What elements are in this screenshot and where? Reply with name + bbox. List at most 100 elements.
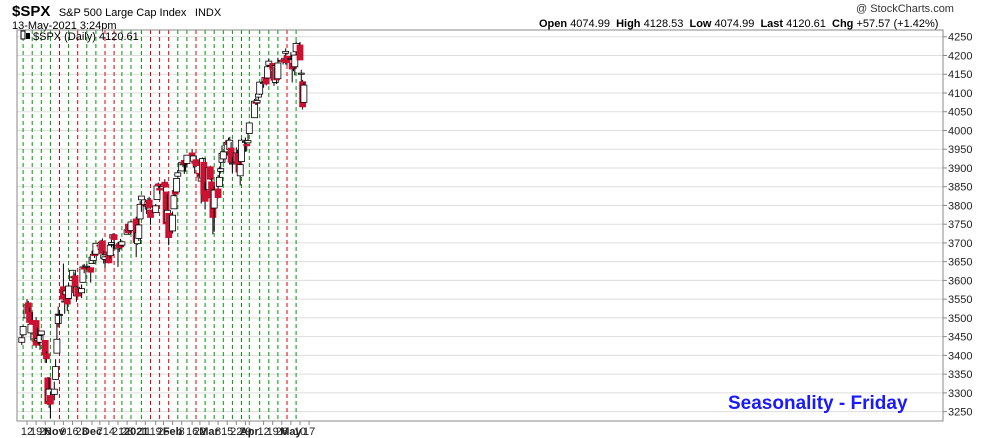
candle-body xyxy=(118,241,126,246)
x-tick-label: 9 xyxy=(60,426,66,438)
chart-header: $SPX S&P 500 Large Cap Index INDX xyxy=(12,3,221,21)
candle xyxy=(243,142,251,152)
y-tick-label: 3700 xyxy=(948,238,972,250)
candle-body xyxy=(18,337,26,343)
candle xyxy=(54,306,62,328)
x-tick-label: 19 xyxy=(150,426,162,438)
change-label: Chg xyxy=(832,18,854,30)
y-tick-label: 3900 xyxy=(948,163,972,175)
candle-body xyxy=(83,265,91,268)
candle-body xyxy=(91,254,98,257)
y-tick-label: 4100 xyxy=(948,88,972,100)
candle-body xyxy=(87,267,95,273)
x-tick-label: Dec xyxy=(82,426,102,438)
high-value: 4128.53 xyxy=(643,18,684,30)
x-tick-label: May xyxy=(280,426,302,438)
y-tick-label: 3800 xyxy=(948,200,972,212)
candle-body xyxy=(65,285,72,299)
open-value: 4074.99 xyxy=(570,18,610,30)
candle xyxy=(152,203,160,213)
legend-swatch xyxy=(20,30,26,40)
y-tick-label: 3250 xyxy=(948,407,972,419)
y-tick-label: 3950 xyxy=(948,144,972,156)
candle xyxy=(37,330,45,341)
candle-body xyxy=(43,353,50,360)
x-tick-label: 8 xyxy=(179,426,185,438)
y-tick-label: 3850 xyxy=(948,182,972,194)
y-tick-label: 3450 xyxy=(948,332,972,344)
candle-body xyxy=(201,190,209,202)
x-tick-label: 22 xyxy=(230,426,242,438)
plot-frame xyxy=(16,29,944,422)
candle-body xyxy=(24,302,32,314)
legend-label: $SPX (Daily) 4120.61 xyxy=(33,31,139,43)
candle-body xyxy=(300,84,308,103)
y-tick-label: 3300 xyxy=(948,388,972,400)
candle xyxy=(201,182,209,210)
low-label: Low xyxy=(689,18,712,30)
copyright: @ StockCharts.com xyxy=(856,3,954,15)
candle xyxy=(19,325,27,337)
seasonality-annotation: Seasonality - Friday xyxy=(728,393,908,414)
candle xyxy=(136,201,144,220)
y-tick-label: 4050 xyxy=(948,107,972,119)
legend: $SPX (Daily) 4120.61 xyxy=(20,30,139,43)
candle xyxy=(217,161,225,174)
y-tick-label: 3400 xyxy=(948,350,972,362)
x-tick-label: 2021 xyxy=(124,426,148,438)
x-tick-label: 16 xyxy=(186,426,198,438)
candle xyxy=(52,359,59,380)
candle-body xyxy=(238,139,245,162)
friday-marker-layer xyxy=(22,30,297,421)
candle xyxy=(47,391,54,419)
candle-body xyxy=(50,388,58,395)
candle-body xyxy=(188,152,196,156)
date-time: 13-May-2021 3:24pm xyxy=(12,20,117,32)
candle-body xyxy=(78,288,85,294)
x-tick-label: 11 xyxy=(140,426,151,438)
candle-body xyxy=(217,168,225,172)
x-tick-label: 26 xyxy=(276,426,288,438)
candle xyxy=(161,179,169,188)
candle xyxy=(210,186,218,232)
candle-body xyxy=(41,340,49,356)
candle-body xyxy=(19,326,27,336)
candle-body xyxy=(47,395,54,405)
candle xyxy=(145,196,153,209)
candle xyxy=(36,332,44,350)
candle-body xyxy=(52,366,59,380)
candle xyxy=(256,81,264,95)
candle xyxy=(41,340,49,363)
candle xyxy=(106,244,114,259)
x-tick-label: 14 xyxy=(103,426,115,438)
y-tick-label: 3350 xyxy=(948,369,972,381)
candle xyxy=(174,170,182,178)
candle-body xyxy=(169,214,177,232)
x-tick-label: 17 xyxy=(303,426,315,438)
y-tick-label: 4150 xyxy=(948,69,972,81)
candle xyxy=(50,381,58,401)
x-tick-label: 22 xyxy=(194,426,206,438)
candle-body xyxy=(136,203,144,220)
candle-body xyxy=(210,189,218,209)
candle-body xyxy=(170,195,178,210)
x-tick-label: 8 xyxy=(215,426,221,438)
candle xyxy=(245,122,253,134)
x-tick-label: 15 xyxy=(221,426,233,438)
candle-body xyxy=(236,164,244,177)
low-value: 4074.99 xyxy=(714,18,755,30)
candle-body xyxy=(173,178,180,193)
change-value: +57.57 (+1.42%) xyxy=(856,18,939,30)
candle xyxy=(169,211,177,234)
candle-body xyxy=(37,330,45,336)
candle xyxy=(156,185,164,195)
y-tick-label: 3500 xyxy=(948,313,972,325)
candle-body xyxy=(297,72,305,75)
x-tick-label: Apr xyxy=(240,426,260,438)
candle-body xyxy=(253,100,261,104)
x-tick-label: 7 xyxy=(97,426,103,438)
candle xyxy=(56,310,63,324)
symbol-name: S&P 500 Large Cap Index xyxy=(58,7,187,19)
